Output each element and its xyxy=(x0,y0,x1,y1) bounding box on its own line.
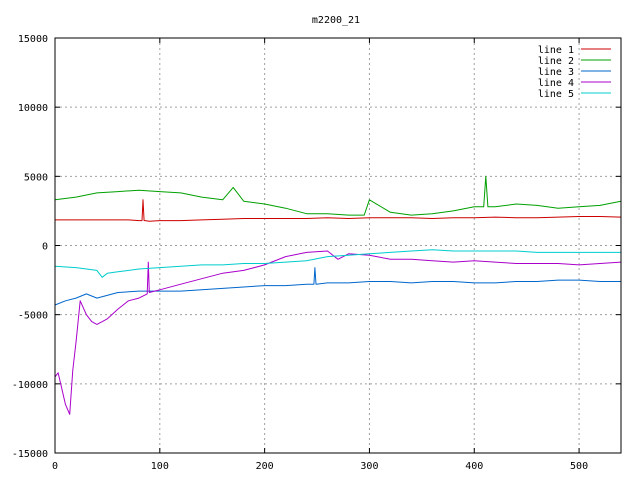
series-line-2 xyxy=(54,175,622,216)
y-tick-label: 5000 xyxy=(24,172,48,183)
y-tick-label: 10000 xyxy=(18,103,48,114)
legend-label: line 4 xyxy=(538,78,574,89)
legend-label: line 2 xyxy=(538,56,574,67)
x-tick-label: 200 xyxy=(256,461,274,472)
y-tick-label: -15000 xyxy=(12,449,48,460)
x-tick-label: 100 xyxy=(151,461,169,472)
series-line-4 xyxy=(54,250,622,415)
x-tick-label: 400 xyxy=(465,461,483,472)
y-tick-label: -10000 xyxy=(12,380,48,391)
x-tick-label: 300 xyxy=(360,461,378,472)
y-tick-label: 15000 xyxy=(18,34,48,45)
y-tick-label: 0 xyxy=(42,242,48,253)
grid xyxy=(55,38,621,453)
legend-label: line 3 xyxy=(538,67,574,78)
x-tick-label: 500 xyxy=(570,461,588,472)
series-line-5 xyxy=(54,249,621,278)
chart-title: m2200_21 xyxy=(312,15,360,26)
legend-label: line 5 xyxy=(538,89,574,100)
legend-label: line 1 xyxy=(538,45,574,56)
series-line-1 xyxy=(55,199,622,222)
axis-ticks: 0 100 200 300 400 500 -15000 -10000 -5000 0 5000 10… xyxy=(12,34,621,472)
series-lines xyxy=(54,175,622,415)
y-tick-label: -5000 xyxy=(18,311,48,322)
x-tick-label: 0 xyxy=(52,461,58,472)
series-line-3 xyxy=(54,267,621,306)
